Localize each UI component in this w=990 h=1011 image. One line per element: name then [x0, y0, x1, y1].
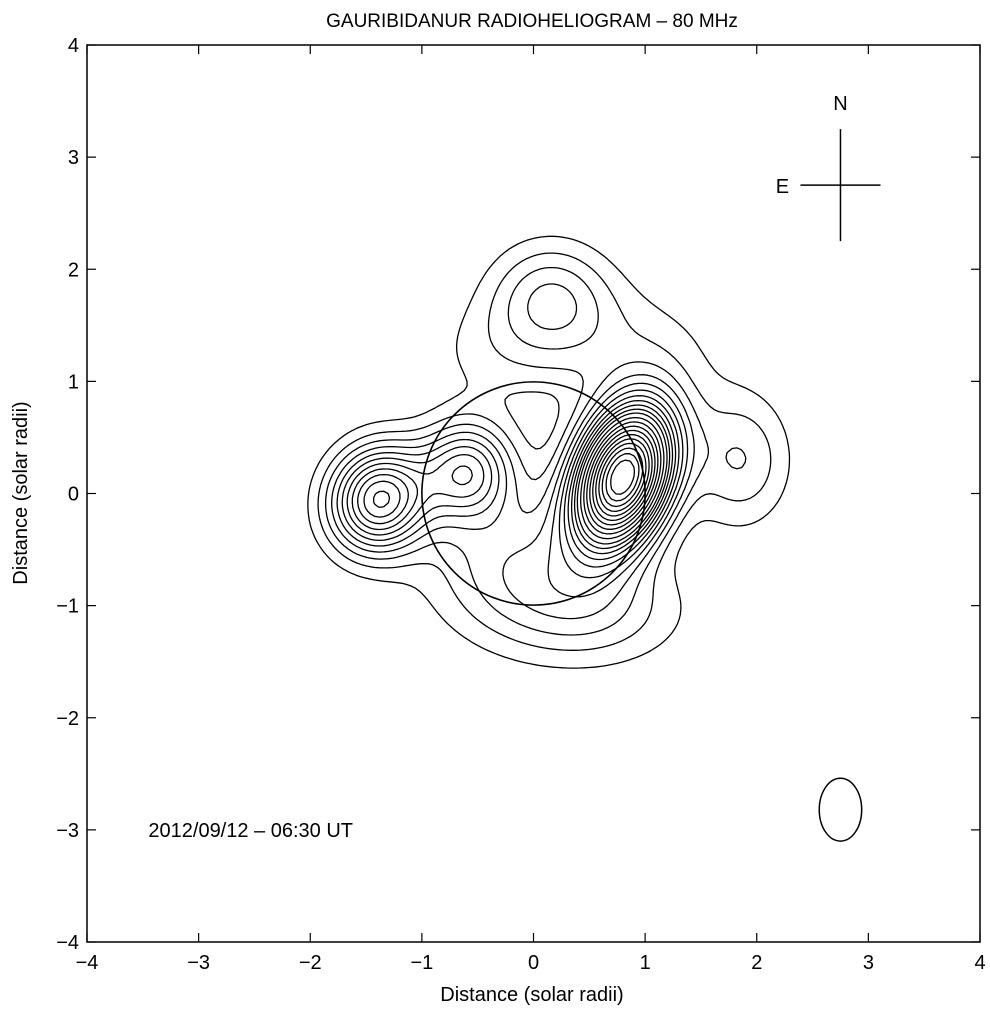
- compass-east-label: E: [776, 176, 789, 198]
- contour-level-line: [324, 266, 747, 636]
- x-tick-label: −1: [410, 952, 433, 974]
- contour-level-line: [357, 404, 674, 555]
- x-tick-label: 1: [640, 952, 651, 974]
- y-tick-label: −3: [56, 820, 79, 842]
- y-tick-label: 2: [68, 259, 79, 281]
- y-tick-label: −4: [56, 932, 79, 954]
- y-axis: −4 −3 −2 −1 0 1 2 3 4: [56, 35, 980, 954]
- x-tick-label: 2: [751, 952, 762, 974]
- x-tick-label: −3: [187, 952, 210, 974]
- x-tick-label: 3: [863, 952, 874, 974]
- y-tick-label: −2: [56, 708, 79, 730]
- y-tick-label: 4: [68, 35, 79, 57]
- y-tick-label: 0: [68, 484, 79, 506]
- contour-level-line: [610, 459, 636, 495]
- contour-level-line: [317, 252, 772, 651]
- contour-level-line: [605, 453, 640, 502]
- x-tick-label: 0: [528, 952, 539, 974]
- x-tick-label: 4: [974, 952, 985, 974]
- x-axis-title: Distance (solar radii): [440, 984, 623, 1006]
- contour-level-line: [372, 412, 668, 545]
- contour-level-line: [307, 235, 791, 669]
- solar-disk-circle: [421, 381, 646, 606]
- contour-level-line: [589, 429, 656, 526]
- x-tick-label: −4: [76, 952, 99, 974]
- contour-level-line: [595, 438, 650, 517]
- plot-title: GAURIBIDANUR RADIOHELIOGRAM – 80 MHz: [326, 11, 738, 32]
- contour-level-line: [601, 447, 644, 508]
- plot-area-frame: [86, 44, 981, 943]
- y-tick-label: −1: [56, 596, 79, 618]
- contour-level-line: [592, 434, 653, 522]
- y-tick-label: 3: [68, 147, 79, 169]
- contour-level-line: [580, 416, 665, 540]
- contour-level-line: [336, 382, 689, 598]
- contour-layer: [307, 235, 791, 669]
- x-axis: −4 −3 −2 −1 0 1 2 3 4: [76, 45, 986, 974]
- contour-level-line: [583, 421, 662, 535]
- x-tick-label: −2: [299, 952, 322, 974]
- contour-level-line: [363, 408, 671, 550]
- compass-north-label: N: [833, 93, 847, 115]
- y-tick-label: 1: [68, 371, 79, 393]
- y-axis-title: Distance (solar radii): [10, 401, 32, 584]
- beam-ellipse: [818, 777, 863, 842]
- contour-level-line: [586, 425, 659, 530]
- contour-level-line: [331, 283, 695, 620]
- timestamp-annotation: 2012/09/12 – 06:30 UT: [148, 820, 353, 842]
- contour-level-line: [598, 442, 647, 513]
- contour-level-line: [351, 399, 677, 561]
- compass-rose: N E: [776, 93, 881, 242]
- contour-level-line: [346, 395, 680, 568]
- contour-level-line: [341, 389, 684, 579]
